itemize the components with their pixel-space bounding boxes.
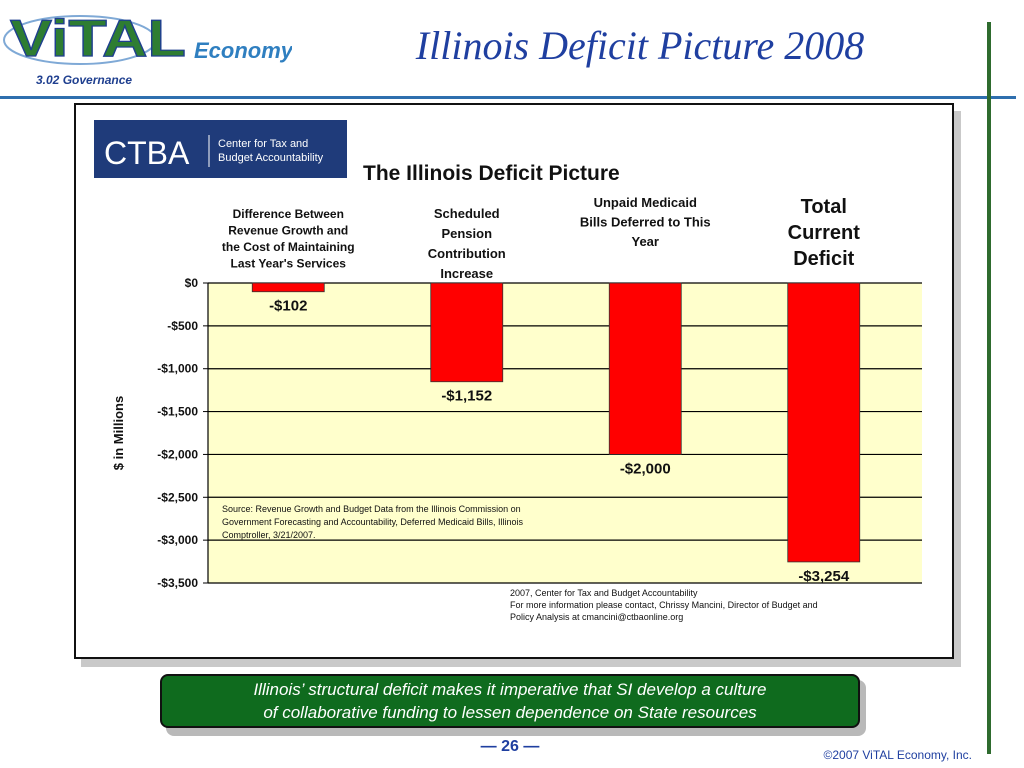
- bar: [787, 282, 861, 563]
- page-number: — 26 —: [480, 738, 540, 755]
- y-tick-label: -$2,500: [157, 490, 198, 504]
- bar: [430, 282, 504, 383]
- source-line: Comptroller, 3/21/2007.: [222, 530, 316, 540]
- category-label: Last Year's Services: [231, 257, 347, 271]
- ctba-line1: Center for Tax and: [218, 138, 308, 150]
- y-axis-label: $ in Millions: [111, 396, 126, 470]
- header-divider: [0, 96, 1016, 99]
- caption-line-2: of collaborative funding to lessen depen…: [263, 703, 757, 722]
- bar-value-label: -$3,254: [798, 568, 850, 585]
- caption-box: Illinois’ structural deficit makes it im…: [160, 674, 860, 728]
- category-label: Bills Deferred to This: [580, 215, 711, 230]
- category-label: Total: [801, 196, 847, 218]
- category-label: Deficit: [793, 248, 854, 270]
- copyright: ©2007 ViTAL Economy, Inc.: [823, 748, 972, 762]
- y-tick-label: -$1,000: [157, 362, 198, 376]
- logo-text: ViTAL: [10, 10, 186, 68]
- bar-value-label: -$102: [269, 298, 307, 315]
- bar-value-label: -$2,000: [620, 460, 671, 477]
- vital-economy-logo: ViTAL Economy: [3, 9, 292, 69]
- category-label: Pension: [441, 226, 492, 241]
- y-tick-label: $0: [185, 276, 199, 290]
- credit-line: For more information please contact, Chr…: [510, 600, 818, 610]
- y-tick-label: -$3,500: [157, 576, 198, 590]
- caption-line-1: Illinois’ structural deficit makes it im…: [253, 680, 767, 699]
- y-tick-label: -$500: [167, 319, 198, 333]
- ctba-abbr: CTBA: [104, 135, 190, 171]
- slide-title: Illinois Deficit Picture 2008: [415, 23, 865, 68]
- deficit-chart: CTBA Center for Tax and Budget Accountab…: [94, 120, 922, 622]
- bar: [251, 282, 325, 293]
- section-label: 3.02 Governance: [36, 73, 133, 87]
- credit-note: 2007, Center for Tax and Budget Accounta…: [510, 588, 818, 622]
- right-divider: [987, 22, 991, 754]
- category-label: Current: [788, 222, 861, 244]
- y-tick-label: -$1,500: [157, 405, 198, 419]
- y-tick-label: -$3,000: [157, 533, 198, 547]
- ctba-line2: Budget Accountability: [218, 152, 324, 164]
- source-line: Government Forecasting and Accountabilit…: [222, 517, 523, 527]
- category-label: Difference Between: [233, 207, 344, 221]
- category-label: the Cost of Maintaining: [222, 240, 355, 254]
- category-label: Year: [632, 234, 659, 249]
- logo-swoosh: [3, 15, 157, 65]
- bar: [608, 282, 682, 455]
- source-line: Source: Revenue Growth and Budget Data f…: [222, 504, 521, 514]
- category-label: Unpaid Medicaid: [594, 195, 697, 210]
- logo-subtext: Economy: [194, 38, 292, 63]
- source-note: Source: Revenue Growth and Budget Data f…: [222, 504, 523, 540]
- chart-title: The Illinois Deficit Picture: [363, 162, 620, 185]
- bar-value-label: -$1,152: [441, 388, 492, 405]
- credit-line: Policy Analysis at cmancini@ctbaonline.o…: [510, 612, 683, 622]
- category-label: Contribution: [428, 246, 506, 261]
- category-label: Revenue Growth and: [228, 224, 348, 238]
- credit-line: 2007, Center for Tax and Budget Accounta…: [510, 588, 698, 598]
- category-label: Scheduled: [434, 206, 500, 221]
- y-tick-label: -$2,000: [157, 447, 198, 461]
- ctba-logo-box: [94, 120, 347, 178]
- category-label: Increase: [440, 266, 493, 281]
